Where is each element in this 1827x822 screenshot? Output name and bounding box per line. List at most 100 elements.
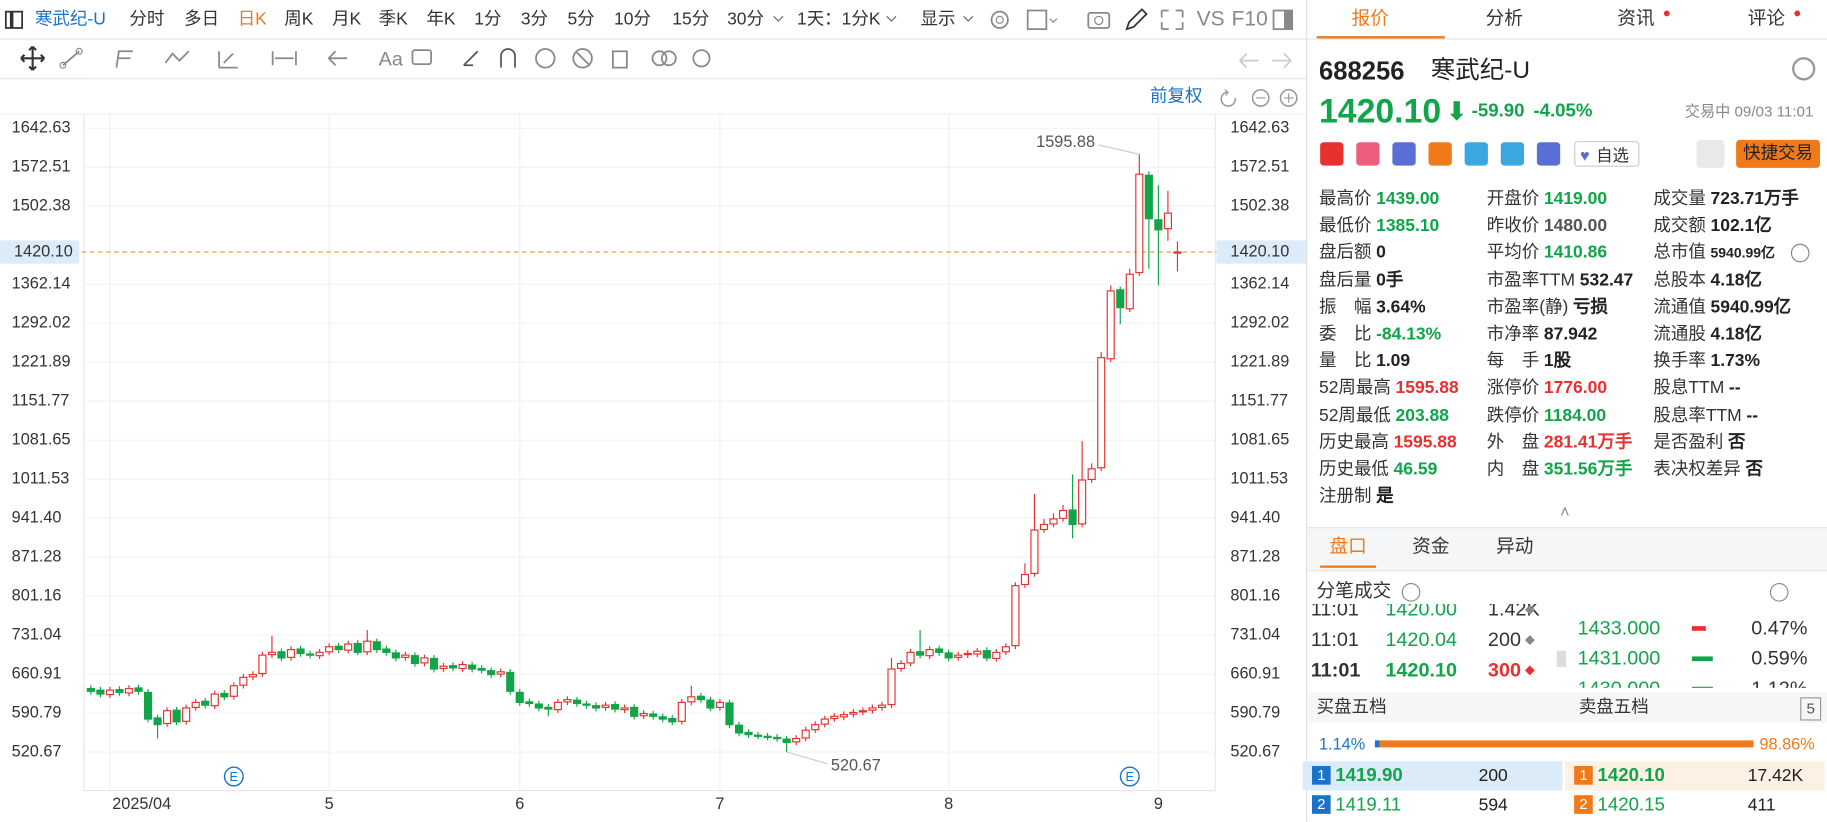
candle-body: [687, 696, 696, 703]
candle-body: [582, 703, 591, 706]
draw-tools[interactable]: [16, 44, 715, 72]
candle-body: [725, 702, 734, 726]
f10-button[interactable]: F10: [1231, 6, 1268, 31]
toolbar-icons[interactable]: [985, 6, 1195, 34]
y-tick-label: 1292.02: [12, 314, 71, 332]
candle-body: [1106, 290, 1115, 360]
interval[interactable]: 1天：1分K: [796, 9, 881, 30]
stat-value: 1776.00: [1543, 378, 1608, 399]
level-price: 1431.000: [1577, 647, 1661, 670]
panel-icon[interactable]: [1272, 9, 1294, 31]
stat-value: 203.88: [1395, 405, 1449, 426]
more-dots[interactable]: [1790, 243, 1810, 263]
y-tick-label-right: 520.67: [1230, 742, 1280, 760]
candle-body: [877, 704, 887, 708]
period-tab[interactable]: 周K: [284, 9, 314, 30]
feature-icon[interactable]: [1320, 142, 1344, 166]
period-tab[interactable]: 分时: [129, 9, 165, 30]
quote-tab[interactable]: 资讯: [1617, 9, 1655, 30]
feature-icon[interactable]: [1392, 142, 1416, 166]
info[interactable]: [1401, 582, 1421, 602]
feature-icon[interactable]: [1536, 142, 1561, 166]
candle-body: [325, 646, 334, 653]
level-badge: 2: [1311, 795, 1331, 814]
candle-body: [372, 641, 381, 651]
stat: 平均价 1410.86: [1487, 242, 1607, 265]
period-tab[interactable]: 3分: [520, 9, 549, 30]
sub-tab[interactable]: 异动: [1496, 537, 1534, 558]
candle-body: [105, 689, 114, 696]
quote-tab[interactable]: 报价: [1351, 9, 1389, 30]
bell[interactable]: [1696, 139, 1725, 168]
stat-value: 46.59: [1393, 459, 1438, 480]
y-tick-label: 1362.14: [12, 275, 71, 293]
candle-body: [134, 687, 143, 692]
y-tick-label-right: 801.16: [1230, 586, 1280, 604]
stat-value: 351.56万手: [1543, 459, 1633, 480]
stat-value: 281.41万手: [1543, 432, 1633, 453]
period-tab[interactable]: 季K: [378, 9, 408, 30]
candle-body: [1039, 523, 1049, 531]
sub-tab[interactable]: 盘口: [1329, 537, 1367, 558]
candle-body: [315, 651, 324, 657]
stat-label: 开盘价: [1486, 188, 1540, 209]
vs-button[interactable]: VS: [1196, 6, 1225, 31]
feature-icon[interactable]: [1500, 142, 1525, 166]
display-menu[interactable]: 显示: [920, 9, 956, 30]
zoom-controls[interactable]: [1219, 86, 1303, 109]
candle-body: [468, 664, 477, 670]
period-tab[interactable]: 多日: [184, 9, 220, 30]
candle-body: [639, 712, 648, 717]
sub-tab[interactable]: 资金: [1412, 537, 1450, 558]
settings[interactable]: [1792, 57, 1816, 81]
period-tab[interactable]: 15分: [672, 9, 710, 30]
feature-icon[interactable]: [1356, 142, 1380, 166]
candle-body: [1049, 518, 1058, 525]
stat-value: 1439.00: [1376, 188, 1440, 209]
stat-label: 内 盘: [1486, 459, 1540, 480]
watch-button[interactable]: 自选: [1574, 141, 1640, 167]
undo-redo[interactable]: [1233, 47, 1298, 73]
period-tab[interactable]: 5分: [567, 9, 595, 30]
stat: 总市值 5940.99亿: [1653, 242, 1775, 265]
feature-icon[interactable]: [1464, 142, 1488, 166]
candle-body: [353, 642, 362, 653]
y-tick-label-right: 1362.14: [1230, 275, 1289, 293]
quote-tab[interactable]: 评论: [1747, 9, 1786, 30]
candle-body: [448, 665, 458, 669]
candle-body: [191, 701, 200, 708]
last-price-tag: [0, 240, 80, 264]
period-tab[interactable]: 年K: [426, 9, 456, 30]
quote-tab[interactable]: 分析: [1485, 9, 1523, 30]
event-marker[interactable]: [1119, 766, 1140, 787]
stat: 涨停价 1776.00: [1487, 377, 1607, 400]
quick-trade[interactable]: 快捷交易: [1736, 139, 1821, 168]
period-tab[interactable]: 月K: [332, 9, 362, 30]
period-tab[interactable]: 30分: [727, 9, 764, 30]
stock-name[interactable]: 寒武纪-U: [34, 9, 106, 30]
candle-body: [954, 654, 963, 658]
stat-label: 流通值: [1653, 297, 1706, 317]
layout-icon[interactable]: [4, 10, 24, 29]
adjust-mode[interactable]: 前复权: [1150, 86, 1203, 107]
period-tab[interactable]: 日K: [237, 9, 267, 30]
text-tool[interactable]: Aa: [378, 47, 403, 70]
stat: 内 盘 351.56万手: [1487, 458, 1633, 481]
y-tick-label: 590.79: [12, 703, 62, 721]
draw-toolbar: [0, 38, 1307, 80]
period-tab[interactable]: 10分: [614, 9, 651, 30]
more[interactable]: [1769, 582, 1789, 602]
event-marker[interactable]: [223, 766, 244, 787]
stat-label: 市盈率(静): [1486, 297, 1569, 317]
feature-icon[interactable]: [1428, 142, 1452, 166]
stat: 流通股 4.18亿: [1653, 323, 1762, 346]
stat-value: -84.13%: [1376, 324, 1442, 344]
candle-body: [630, 706, 639, 717]
period-tab[interactable]: 1分: [474, 9, 502, 30]
candle-body: [896, 662, 906, 670]
stat-value: 1.09: [1376, 351, 1411, 371]
candle-body: [706, 699, 715, 709]
depth[interactable]: 5: [1800, 697, 1822, 721]
candle-body: [1135, 173, 1144, 274]
event-label: E: [1126, 769, 1135, 784]
